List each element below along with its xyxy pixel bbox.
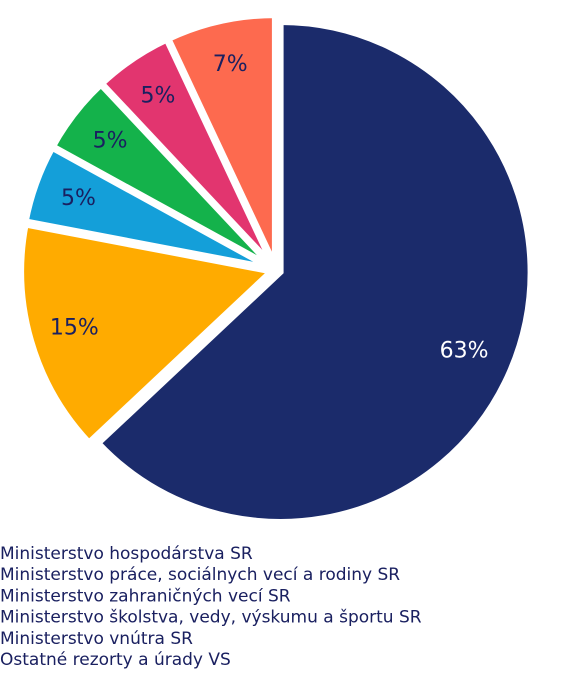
pie-slice [164,12,278,267]
legend-label: Ministerstvo vnútra SR [0,629,193,649]
data-label: 5% [93,128,128,153]
data-label: 7% [213,52,248,77]
data-label: 63% [440,338,489,363]
legend-label: Ministerstvo hospodárstva SR [0,544,253,564]
legend-label: Ministerstvo zahraničných vecí SR [0,586,291,606]
data-label: 15% [50,316,99,341]
data-label: 5% [141,83,176,108]
pie-slice [94,18,534,525]
legend-label: Ministerstvo práce, sociálnych vecí a ro… [0,565,400,585]
pie-slice [18,221,278,447]
data-label: 5% [61,186,96,211]
legend-label: Ostatné rezorty a úrady VS [0,650,231,670]
legend-label: Ministerstvo školstva, vedy, výskumu a š… [0,608,422,628]
